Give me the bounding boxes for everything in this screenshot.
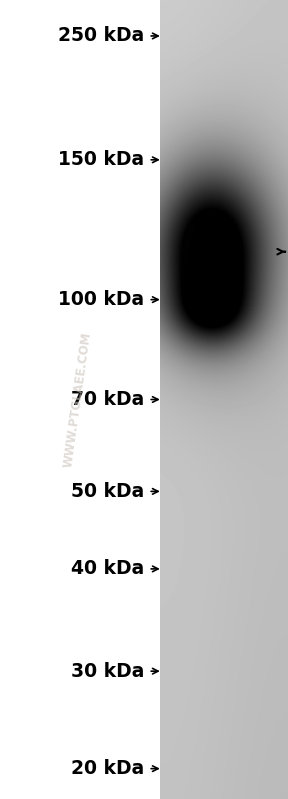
Text: 30 kDa: 30 kDa <box>71 662 144 681</box>
Text: 50 kDa: 50 kDa <box>71 482 144 501</box>
Text: 20 kDa: 20 kDa <box>71 759 144 778</box>
Text: 40 kDa: 40 kDa <box>71 559 144 578</box>
Text: WWW.PTGLAEE.COM: WWW.PTGLAEE.COM <box>62 331 94 468</box>
Text: 70 kDa: 70 kDa <box>71 390 144 409</box>
Text: 150 kDa: 150 kDa <box>58 150 144 169</box>
Text: 250 kDa: 250 kDa <box>58 26 144 46</box>
Text: 100 kDa: 100 kDa <box>58 290 144 309</box>
